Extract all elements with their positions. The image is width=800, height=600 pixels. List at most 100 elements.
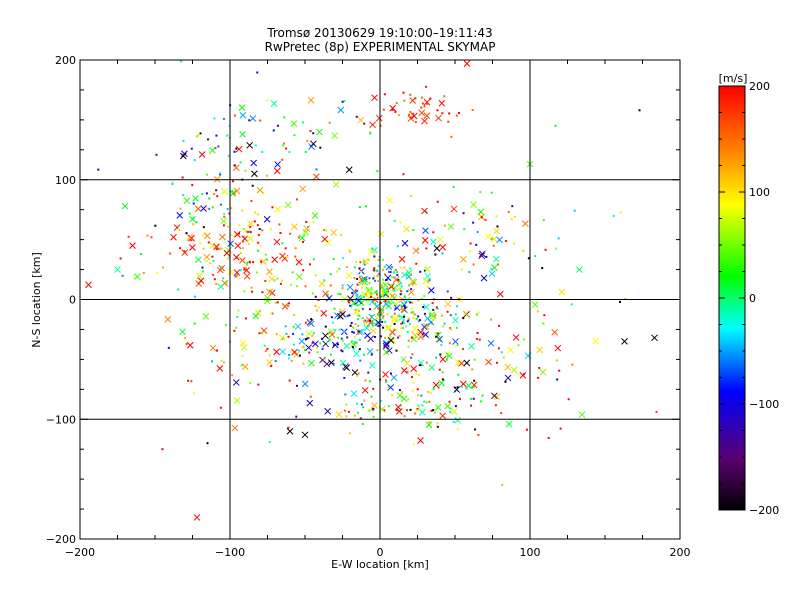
data-point-dot xyxy=(409,323,412,326)
data-point-cross xyxy=(197,277,205,285)
data-point-dot xyxy=(162,266,165,269)
data-point-cross xyxy=(432,381,440,389)
data-point-dot xyxy=(255,271,258,274)
data-point-dot xyxy=(295,384,298,387)
data-point-cross xyxy=(192,195,199,202)
data-point-dot xyxy=(380,295,383,298)
data-point-dot xyxy=(219,247,222,250)
data-point-cross xyxy=(428,311,436,319)
data-point-dot xyxy=(442,325,445,328)
data-point-dot xyxy=(226,257,229,260)
data-point-dot xyxy=(369,131,372,134)
data-point-dot xyxy=(338,328,341,331)
data-point-dot xyxy=(257,241,260,244)
data-point-dot xyxy=(373,275,376,278)
data-point-cross xyxy=(85,281,92,289)
data-point-dot xyxy=(316,351,319,354)
data-point-cross xyxy=(382,348,390,356)
data-point-cross xyxy=(496,236,503,244)
data-point-dot xyxy=(237,232,240,235)
data-point-cross xyxy=(274,206,282,213)
data-point-dot xyxy=(428,421,431,424)
data-point-dot xyxy=(258,332,261,335)
data-point-dot xyxy=(383,265,386,268)
data-point-dot xyxy=(501,484,504,487)
data-point-cross xyxy=(303,225,311,233)
data-point-dot xyxy=(357,330,360,333)
data-point-cross xyxy=(468,343,475,350)
data-point-cross xyxy=(403,225,410,233)
data-point-dot xyxy=(472,263,475,266)
data-point-cross xyxy=(417,437,424,444)
data-point-dot xyxy=(243,268,246,271)
colorbar-tick-label: 0 xyxy=(749,292,756,305)
data-point-dot xyxy=(211,360,214,363)
data-point-dot xyxy=(472,397,475,400)
data-point-dot xyxy=(280,279,283,282)
data-point-dot xyxy=(406,409,409,412)
data-point-dot xyxy=(374,291,377,294)
data-point-cross xyxy=(291,348,298,356)
data-point-dot xyxy=(410,288,413,291)
data-point-cross xyxy=(209,242,216,250)
data-point-dot xyxy=(248,119,251,122)
data-point-cross xyxy=(439,355,447,363)
data-point-dot xyxy=(429,313,432,316)
data-point-cross xyxy=(539,368,547,376)
data-point-dot xyxy=(257,383,260,386)
data-point-dot xyxy=(268,441,271,444)
data-point-dot xyxy=(474,428,477,431)
data-point-dot xyxy=(234,234,237,237)
data-point-dot xyxy=(441,371,444,374)
data-point-dot xyxy=(256,71,259,74)
data-point-dot xyxy=(333,344,336,347)
data-point-cross xyxy=(491,264,498,271)
data-point-dot xyxy=(372,407,375,410)
data-point-cross xyxy=(290,120,298,127)
data-point-dot xyxy=(261,150,264,153)
data-point-cross xyxy=(422,227,429,234)
data-point-dot xyxy=(291,271,294,274)
data-point-cross xyxy=(366,348,374,355)
data-point-dot xyxy=(385,278,388,281)
data-point-dot xyxy=(364,293,367,296)
data-point-dot xyxy=(490,191,493,194)
data-point-dot xyxy=(379,124,382,127)
data-point-dot xyxy=(301,346,304,349)
data-point-dot xyxy=(425,361,428,364)
data-point-dot xyxy=(360,286,363,289)
data-point-dot xyxy=(345,403,348,406)
data-point-dot xyxy=(440,314,443,317)
data-point-cross xyxy=(325,294,333,302)
data-point-dot xyxy=(361,422,364,425)
data-point-dot xyxy=(206,207,209,210)
data-point-dot xyxy=(301,333,304,336)
data-point-dot xyxy=(369,380,372,383)
data-point-dot xyxy=(263,344,266,347)
data-point-dot xyxy=(448,400,451,403)
data-point-dot xyxy=(515,372,518,375)
data-point-dot xyxy=(369,295,372,298)
data-point-dot xyxy=(470,404,473,407)
data-point-cross xyxy=(318,280,326,288)
data-point-dot xyxy=(362,300,365,303)
data-point-dot xyxy=(393,219,396,222)
data-point-dot xyxy=(376,279,379,282)
data-point-dot xyxy=(412,311,415,314)
data-point-dot xyxy=(234,114,237,117)
data-point-dot xyxy=(402,173,405,176)
data-point-dot xyxy=(317,299,320,302)
data-point-dot xyxy=(250,286,253,289)
data-point-dot xyxy=(407,398,410,401)
data-point-dot xyxy=(361,307,364,310)
data-point-dot xyxy=(329,284,332,287)
data-point-cross xyxy=(519,372,527,379)
data-point-dot xyxy=(333,307,336,310)
data-point-dot xyxy=(448,112,451,115)
data-point-dot xyxy=(470,397,473,400)
data-point-dot xyxy=(430,409,433,412)
data-point-dot xyxy=(346,336,349,339)
data-point-cross xyxy=(401,271,408,279)
data-point-dot xyxy=(383,409,386,412)
data-point-cross xyxy=(227,240,234,247)
